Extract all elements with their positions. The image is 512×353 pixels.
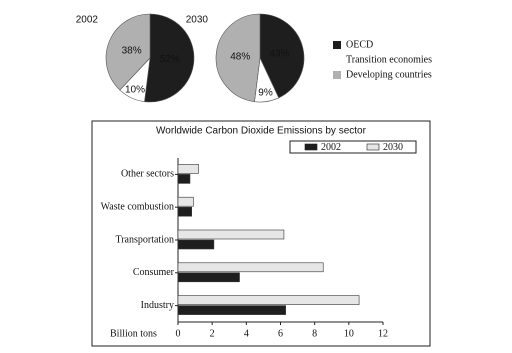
x-tick-label: 8	[312, 328, 317, 339]
legend-swatch	[304, 143, 318, 151]
pie-label: 38%	[122, 45, 142, 56]
legend-label: OECD	[346, 39, 373, 50]
pie-slice	[215, 13, 261, 102]
x-tick-label: 12	[378, 328, 388, 339]
legend-label: Transition economies	[346, 54, 432, 65]
bar	[177, 174, 191, 184]
x-tick-label: 4	[244, 328, 249, 339]
bar	[177, 206, 192, 217]
pie-label: 43%	[269, 48, 289, 59]
y-tick-label: Industry	[141, 300, 174, 311]
bar	[177, 164, 199, 174]
y-tick-label: Waste combustion	[101, 201, 174, 212]
bar	[177, 262, 324, 273]
pie-label: 52%	[160, 54, 180, 65]
chart-title: Worldwide Carbon Dioxide Emissions by se…	[156, 126, 367, 137]
legend-label: Developing countries	[346, 69, 432, 80]
chart-frame	[91, 120, 431, 347]
y-tick-label: Consumer	[133, 267, 175, 278]
bar	[177, 229, 285, 240]
legend-swatch	[333, 56, 341, 64]
pie-title: 2002	[76, 15, 99, 26]
bar	[177, 239, 215, 250]
legend-swatch	[333, 41, 341, 49]
pie-slice	[144, 13, 195, 103]
bar	[177, 295, 360, 305]
x-tick-label: 2	[210, 328, 215, 339]
x-tick-label: 6	[278, 328, 283, 339]
bar	[177, 272, 240, 283]
legend-label: 2030	[383, 142, 403, 153]
pie-label: 9%	[258, 87, 273, 98]
pie-slice	[259, 13, 305, 99]
legend-box	[289, 140, 417, 154]
legend-swatch	[333, 71, 341, 79]
x-tick-label: 10	[344, 328, 354, 339]
bar	[177, 305, 286, 315]
pie-slice	[105, 13, 151, 91]
pie-label: 10%	[125, 84, 145, 95]
y-tick-label: Other sectors	[121, 169, 174, 180]
x-axis-label: Billion tons	[110, 328, 157, 339]
x-tick-label: 0	[176, 328, 181, 339]
legend-label: 2002	[321, 142, 341, 153]
pie-title: 2030	[186, 15, 209, 26]
bar	[177, 196, 194, 207]
legend-swatch	[366, 143, 380, 151]
pie-label: 48%	[230, 51, 250, 62]
y-tick-label: Transportation	[115, 234, 174, 245]
